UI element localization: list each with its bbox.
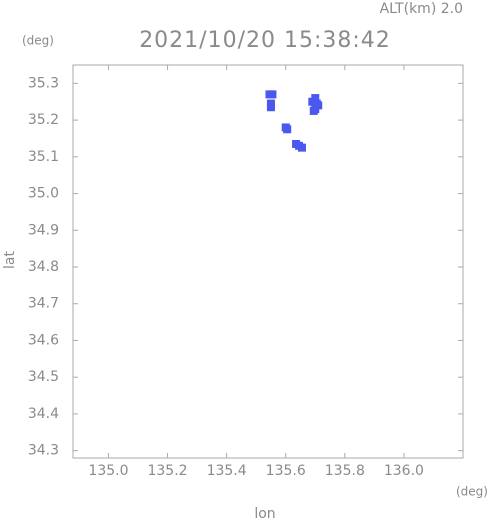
y-tick-label: 34.4 bbox=[28, 406, 59, 422]
echo-point bbox=[309, 106, 318, 115]
y-tick-label: 34.7 bbox=[28, 296, 59, 312]
y-tick-label: 34.8 bbox=[28, 259, 59, 275]
x-tick-label: 135.6 bbox=[266, 463, 306, 479]
echo-point bbox=[311, 94, 320, 103]
x-tick-label: 135.0 bbox=[88, 463, 128, 479]
x-tick-label: 136.0 bbox=[384, 463, 424, 479]
echo-point bbox=[266, 103, 275, 112]
echo-point bbox=[314, 101, 323, 110]
echo-point bbox=[297, 143, 306, 152]
y-tick-label: 35.1 bbox=[28, 149, 59, 165]
x-axis-label: lon bbox=[254, 506, 275, 521]
y-tick-label: 34.9 bbox=[28, 222, 59, 238]
echo-point bbox=[283, 125, 292, 134]
echo-point bbox=[268, 90, 277, 99]
y-axis-label: lat bbox=[2, 251, 18, 269]
chart-title: 2021/10/20 15:38:42 bbox=[139, 28, 391, 53]
y-tick-label: 35.0 bbox=[28, 186, 59, 202]
x-tick-label: 135.4 bbox=[207, 463, 247, 479]
plot-frame bbox=[72, 64, 464, 459]
y-tick-label: 35.2 bbox=[28, 112, 59, 128]
x-tick-label: 135.2 bbox=[147, 463, 187, 479]
y-tick-label: 34.5 bbox=[28, 369, 59, 385]
y-tick-label: 35.3 bbox=[28, 75, 59, 91]
y-tick-label: 34.3 bbox=[28, 443, 59, 459]
x-unit: (deg) bbox=[456, 485, 488, 499]
annotation: ALT(km) 2.0 bbox=[380, 1, 463, 17]
x-tick-label: 135.8 bbox=[325, 463, 365, 479]
y-tick-label: 34.6 bbox=[28, 332, 59, 348]
y-unit: (deg) bbox=[22, 34, 54, 48]
